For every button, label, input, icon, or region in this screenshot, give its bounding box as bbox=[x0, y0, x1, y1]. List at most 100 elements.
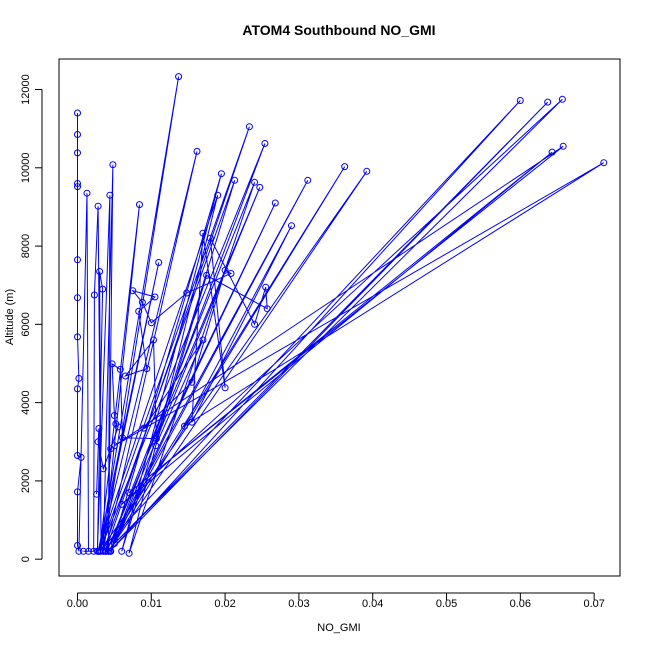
data-point bbox=[363, 167, 371, 175]
data-point bbox=[151, 293, 159, 301]
data-point bbox=[251, 320, 259, 328]
data-point bbox=[175, 73, 183, 81]
data-point bbox=[147, 319, 155, 327]
y-tick-label: 6000 bbox=[20, 312, 32, 336]
data-point bbox=[600, 159, 608, 167]
data-point bbox=[75, 374, 83, 382]
x-tick-label: 0.06 bbox=[510, 598, 531, 610]
data-point bbox=[143, 365, 151, 373]
data-point bbox=[138, 298, 146, 306]
series-layer bbox=[74, 73, 608, 557]
data-point bbox=[121, 372, 129, 380]
x-tick-label: 0.02 bbox=[214, 598, 235, 610]
data-point bbox=[94, 438, 102, 446]
data-point bbox=[203, 271, 211, 279]
data-point bbox=[135, 307, 143, 315]
data-point bbox=[516, 97, 524, 104]
x-tick-label: 0.04 bbox=[362, 598, 383, 610]
data-point bbox=[125, 489, 133, 497]
data-point bbox=[118, 500, 126, 508]
y-tick-label: 10000 bbox=[20, 153, 32, 184]
data-point bbox=[74, 256, 81, 264]
data-point bbox=[83, 189, 91, 197]
data-point bbox=[188, 378, 196, 386]
chart-title: ATOM4 Southbound NO_GMI bbox=[242, 22, 435, 38]
data-point bbox=[116, 365, 124, 373]
data-point bbox=[74, 488, 81, 496]
data-point bbox=[110, 412, 118, 419]
data-point bbox=[214, 191, 222, 199]
y-tick-label: 8000 bbox=[20, 234, 32, 258]
x-tick-label: 0.01 bbox=[141, 598, 162, 610]
x-axis: 0.00 0.01 0.02 0.03 0.04 0.05 0.06 0.07 bbox=[67, 592, 605, 610]
y-tick-label: 2000 bbox=[20, 469, 32, 493]
data-point bbox=[155, 259, 163, 266]
data-point bbox=[99, 547, 107, 555]
data-point bbox=[150, 336, 157, 344]
data-point bbox=[199, 229, 207, 237]
data-point bbox=[227, 270, 235, 277]
data-point bbox=[77, 453, 85, 461]
y-tick-label: 12000 bbox=[20, 74, 32, 105]
data-point bbox=[129, 287, 137, 295]
data-point bbox=[544, 98, 552, 106]
data-point bbox=[99, 465, 107, 473]
y-axis-label: Altitude (m) bbox=[4, 289, 16, 345]
data-point bbox=[107, 445, 115, 453]
data-point bbox=[231, 176, 239, 184]
data-point bbox=[74, 180, 81, 187]
data-point bbox=[74, 452, 81, 459]
data-point bbox=[110, 540, 118, 547]
data-point bbox=[262, 283, 270, 291]
data-point bbox=[114, 423, 122, 431]
data-point bbox=[206, 234, 214, 242]
data-point bbox=[119, 434, 126, 442]
data-point bbox=[152, 435, 160, 443]
x-tick-label: 0.03 bbox=[288, 598, 309, 610]
data-point bbox=[109, 161, 117, 169]
data-point bbox=[74, 183, 81, 191]
data-point bbox=[152, 442, 160, 450]
data-point bbox=[95, 425, 103, 432]
data-point bbox=[256, 183, 264, 191]
data-point bbox=[74, 149, 81, 157]
data-point bbox=[85, 547, 92, 555]
data-point bbox=[221, 266, 229, 274]
data-point bbox=[140, 424, 148, 432]
data-point bbox=[221, 384, 229, 392]
series-line bbox=[77, 76, 605, 554]
data-point bbox=[99, 285, 107, 293]
data-point bbox=[181, 422, 188, 430]
y-tick-label: 0 bbox=[20, 556, 32, 562]
data-point bbox=[183, 289, 191, 297]
x-tick-label: 0.05 bbox=[436, 598, 457, 610]
data-point bbox=[125, 549, 133, 557]
data-point bbox=[217, 170, 225, 178]
data-point bbox=[193, 147, 201, 155]
data-point bbox=[271, 199, 279, 207]
data-point bbox=[199, 336, 207, 344]
data-point bbox=[288, 222, 295, 230]
data-point bbox=[74, 131, 81, 138]
data-point bbox=[261, 140, 269, 147]
data-point bbox=[74, 333, 81, 341]
data-point bbox=[118, 547, 126, 555]
data-point bbox=[75, 547, 83, 555]
data-point bbox=[93, 490, 101, 498]
data-point bbox=[251, 178, 259, 186]
data-point bbox=[558, 95, 566, 103]
data-point bbox=[74, 109, 81, 117]
data-point bbox=[90, 291, 98, 299]
data-point bbox=[74, 294, 81, 302]
plot-frame bbox=[58, 58, 621, 577]
y-tick-label: 4000 bbox=[20, 390, 32, 414]
data-point bbox=[304, 176, 312, 184]
x-axis-label: NO_GMI bbox=[317, 622, 360, 634]
data-point bbox=[341, 163, 349, 171]
data-point bbox=[96, 268, 104, 275]
data-point bbox=[106, 547, 114, 555]
data-point bbox=[559, 142, 567, 150]
x-tick-label: 0.07 bbox=[583, 598, 604, 610]
data-point bbox=[136, 201, 143, 209]
